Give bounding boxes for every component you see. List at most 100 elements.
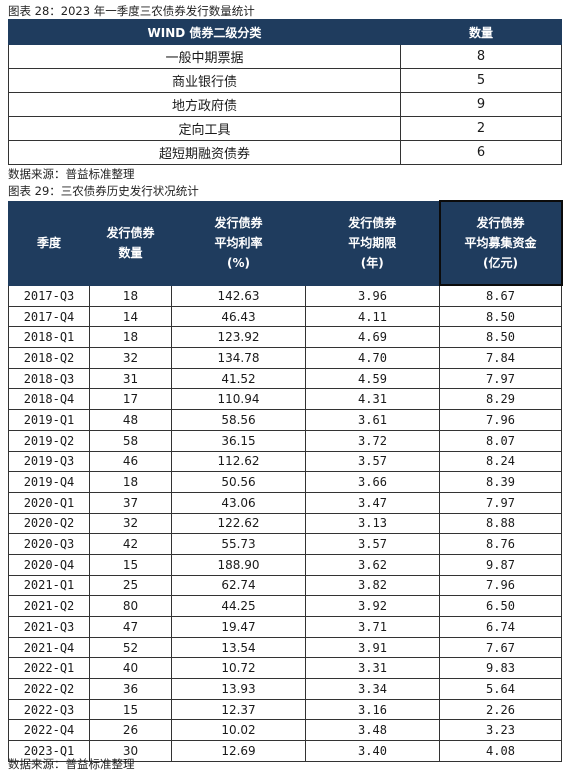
table-row: 2021-Q1 25 62.74 3.82 7.96 [8,574,562,597]
table-header-row: WIND 债券二级分类 数量 [8,19,562,45]
quarter-cell: 2017-Q4 [8,305,90,328]
table-row: 2021-Q4 52 13.54 3.91 7.67 [8,636,562,659]
table-row: 2022-Q1 40 10.72 3.31 9.83 [8,657,562,680]
issue-count-cell: 52 [89,636,172,659]
avg-rate-cell: 50.56 [171,471,306,493]
issue-count-cell: 40 [89,657,172,680]
issue-count-cell: 32 [89,512,172,535]
quarter-cell: 2022-Q3 [8,698,90,721]
quarter-cell: 2022-Q1 [8,657,90,680]
table-row: 超短期融资债券 6 [8,140,562,165]
avg-rate-cell: 123.92 [171,326,306,349]
avg-rate-cell: 142.63 [171,284,306,307]
avg-rate-cell: 58.56 [171,409,306,431]
header-quarter: 季度 [8,200,90,286]
table-row: 2018-Q1 18 123.92 4.69 8.50 [8,326,562,349]
avg-rate-cell: 10.02 [171,719,306,742]
avg-term-cell: 3.48 [305,719,440,742]
issue-count-cell: 31 [89,367,172,390]
issue-count-cell: 14 [89,305,172,328]
issue-count-cell: 26 [89,719,172,742]
table-row: 2021-Q3 47 19.47 3.71 6.74 [8,616,562,638]
table-row: 2019-Q4 18 50.56 3.66 8.39 [8,471,562,493]
avg-term-cell: 3.61 [305,409,440,431]
table2-caption: 图表 29：三农债券历史发行状况统计 [8,184,199,198]
quarter-cell: 2023-Q1 [8,740,90,762]
avg-funds-cell: 8.29 [439,388,562,411]
issue-count-cell: 42 [89,533,172,555]
issue-count-cell: 18 [89,326,172,349]
table-row: 2018-Q4 17 110.94 4.31 8.29 [8,388,562,411]
avg-rate-cell: 12.37 [171,698,306,721]
table-row: 2020-Q2 32 122.62 3.13 8.88 [8,512,562,535]
avg-rate-cell: 19.47 [171,616,306,638]
table-row: 2017-Q4 14 46.43 4.11 8.50 [8,305,562,328]
avg-term-cell: 3.57 [305,450,440,473]
quarter-cell: 2020-Q1 [8,491,90,514]
table-header-row: 季度 发行债券 数量 发行债券 平均利率 (%) 发行债券 平均期限 (年) 发行债券 平均… [8,200,563,286]
avg-funds-cell: 7.84 [439,347,562,369]
issue-count-cell: 25 [89,574,172,597]
avg-rate-cell: 134.78 [171,347,306,369]
quarter-cell: 2019-Q4 [8,471,90,493]
avg-term-cell: 3.47 [305,491,440,514]
avg-term-cell: 4.11 [305,305,440,328]
avg-rate-cell: 44.25 [171,595,306,617]
avg-funds-cell: 8.76 [439,533,562,555]
quarter-cell: 2022-Q2 [8,678,90,700]
quarter-cell: 2019-Q2 [8,429,90,452]
avg-funds-cell: 7.67 [439,636,562,659]
issue-count-cell: 47 [89,616,172,638]
avg-funds-cell: 8.67 [439,284,562,307]
table-row: 2020-Q1 37 43.06 3.47 7.97 [8,491,562,514]
avg-rate-cell: 55.73 [171,533,306,555]
bond-category-table: WIND 债券二级分类 数量 一般中期票据 8 商业银行债 5 地方政府债 9 定向工具 2 超… [8,19,562,165]
issue-count-cell: 80 [89,595,172,617]
avg-rate-cell: 10.72 [171,657,306,680]
quarter-cell: 2021-Q1 [8,574,90,597]
count-cell: 6 [400,140,562,165]
table1-caption: 图表 28：2023 年一季度三农债券发行数量统计 [8,4,255,18]
quarter-cell: 2021-Q2 [8,595,90,617]
count-cell: 9 [400,92,562,117]
avg-funds-cell: 6.50 [439,595,562,617]
avg-funds-cell: 7.96 [439,409,562,431]
avg-funds-cell: 7.97 [439,491,562,514]
table-row: 地方政府债 9 [8,92,562,117]
table1-source: 数据来源：普益标准整理 [8,167,135,181]
avg-term-cell: 3.66 [305,471,440,493]
quarter-cell: 2019-Q1 [8,409,90,431]
avg-funds-cell: 6.74 [439,616,562,638]
issue-count-cell: 18 [89,284,172,307]
avg-rate-cell: 62.74 [171,574,306,597]
avg-term-cell: 3.16 [305,698,440,721]
avg-term-cell: 3.57 [305,533,440,555]
header-count: 数量 [400,19,562,45]
issue-count-cell: 37 [89,491,172,514]
avg-term-cell: 3.40 [305,740,440,762]
avg-term-cell: 3.71 [305,616,440,638]
quarter-cell: 2020-Q4 [8,553,90,576]
count-cell: 2 [400,116,562,141]
avg-term-cell: 4.31 [305,388,440,411]
quarter-cell: 2018-Q1 [8,326,90,349]
avg-rate-cell: 41.52 [171,367,306,390]
category-cell: 定向工具 [8,116,401,141]
issue-count-cell: 18 [89,471,172,493]
quarter-cell: 2018-Q3 [8,367,90,390]
quarter-cell: 2022-Q4 [8,719,90,742]
avg-rate-cell: 110.94 [171,388,306,411]
header-category: WIND 债券二级分类 [8,19,401,45]
avg-funds-cell: 8.50 [439,305,562,328]
avg-term-cell: 4.70 [305,347,440,369]
avg-funds-cell: 8.39 [439,471,562,493]
table-row: 2017-Q3 18 142.63 3.96 8.67 [8,284,562,307]
avg-funds-cell: 8.50 [439,326,562,349]
bond-history-table: 季度 发行债券 数量 发行债券 平均利率 (%) 发行债券 平均期限 (年) 发行债券 平均… [8,200,563,762]
table-row: 2020-Q4 15 188.90 3.62 9.87 [8,553,562,576]
avg-rate-cell: 46.43 [171,305,306,328]
avg-term-cell: 3.62 [305,553,440,576]
table-row: 2019-Q1 48 58.56 3.61 7.96 [8,409,562,431]
issue-count-cell: 46 [89,450,172,473]
category-cell: 超短期融资债券 [8,140,401,165]
